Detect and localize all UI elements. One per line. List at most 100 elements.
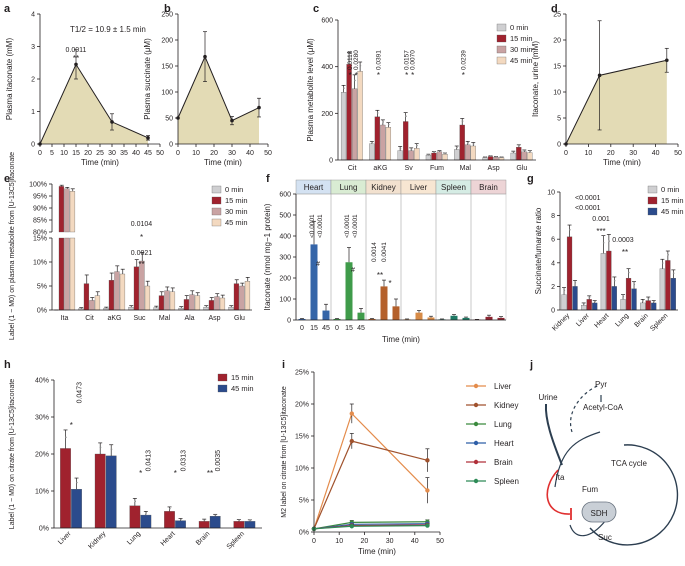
dot bbox=[371, 141, 373, 144]
bar bbox=[425, 155, 432, 161]
bar bbox=[414, 148, 420, 161]
x-tick-label: 20 bbox=[607, 150, 615, 157]
tissue-label: Kidney bbox=[371, 183, 395, 192]
dot bbox=[501, 156, 503, 159]
data-point bbox=[203, 54, 207, 59]
legend-swatch bbox=[211, 196, 222, 205]
bar bbox=[465, 144, 471, 161]
bar bbox=[239, 285, 245, 311]
bar bbox=[427, 317, 435, 320]
significance-stars: ** bbox=[622, 248, 628, 257]
x-tick-label: 30 bbox=[629, 150, 637, 157]
legend-swatch bbox=[647, 196, 658, 205]
significance-stars: * bbox=[462, 71, 465, 80]
y-tick-label: 0% bbox=[37, 308, 47, 315]
schematic-label: Fum bbox=[582, 485, 598, 494]
legend-swatch bbox=[217, 384, 228, 393]
bar bbox=[133, 266, 140, 311]
legend-label: 15 min bbox=[225, 196, 248, 205]
panel-j: j Urine Pyr Acetyl-CoA Ita Fum TCA cycle SDH Suc bbox=[529, 359, 679, 546]
bar bbox=[128, 306, 134, 311]
bar bbox=[640, 302, 646, 311]
legend-swatch bbox=[496, 45, 507, 54]
dot bbox=[238, 519, 240, 522]
bar bbox=[345, 262, 353, 320]
y-tick-label: 150 bbox=[161, 64, 173, 71]
dot bbox=[613, 279, 616, 282]
bar bbox=[592, 302, 598, 311]
dot bbox=[359, 64, 362, 67]
x-tick-label: 15 bbox=[72, 150, 80, 157]
y-tick-label: 15% bbox=[295, 434, 309, 441]
y-tick-label: 80% bbox=[33, 230, 47, 237]
data-point bbox=[349, 524, 354, 529]
p-value: 0.0118 bbox=[347, 50, 354, 70]
x-tick-label: 50 bbox=[156, 150, 164, 157]
dot bbox=[472, 143, 475, 145]
tissue-frame bbox=[435, 193, 472, 321]
bar bbox=[459, 124, 465, 161]
dot bbox=[382, 121, 384, 123]
bar bbox=[198, 521, 210, 529]
dot bbox=[484, 156, 487, 159]
p-value: <0.0001 bbox=[344, 214, 351, 238]
data-point bbox=[425, 488, 430, 493]
dot bbox=[569, 228, 571, 231]
y-axis-label: Label (1 − M0) on citrate from [U-13C5]i… bbox=[9, 379, 16, 529]
p-value: <0.0001 bbox=[575, 205, 601, 212]
data-point bbox=[665, 58, 669, 63]
x-axis-label: Time (min) bbox=[81, 158, 119, 167]
dot bbox=[416, 144, 418, 147]
category-label: Liver bbox=[575, 312, 591, 328]
dot bbox=[410, 148, 413, 150]
bar bbox=[380, 286, 388, 320]
dot bbox=[647, 297, 650, 300]
bar bbox=[436, 151, 443, 161]
x-tick-label: 45 bbox=[322, 325, 330, 332]
legend-label: Lung bbox=[494, 420, 512, 429]
p-value: 0.0014 bbox=[371, 242, 378, 262]
panel-d: d 0 5 10 15 20 25 0 10 20 30 40 50 Time (min) Itaconat… bbox=[531, 3, 682, 167]
data-point bbox=[349, 411, 354, 416]
bar bbox=[169, 291, 176, 311]
dot bbox=[622, 295, 625, 298]
dot bbox=[653, 300, 655, 303]
bar bbox=[645, 300, 651, 311]
panel-letter: g bbox=[527, 173, 534, 185]
x-tick-label: 30 bbox=[228, 150, 236, 157]
arrow-fum-to-cycle bbox=[554, 431, 601, 488]
y-tick-label: 8 bbox=[551, 213, 555, 220]
category-label: Mal bbox=[159, 315, 171, 322]
legend-marker bbox=[473, 440, 479, 446]
p-value: 0.0413 bbox=[146, 450, 153, 472]
bar bbox=[527, 152, 533, 161]
dot bbox=[387, 123, 390, 126]
x-tick-label: 45 bbox=[357, 325, 365, 332]
y-tick-label: 15% bbox=[33, 236, 47, 243]
bar bbox=[58, 237, 65, 311]
x-tick-label: 0 bbox=[176, 150, 180, 157]
dot bbox=[76, 481, 78, 484]
significance-stars: * bbox=[139, 469, 142, 478]
y-axis-label: Label (1 − M0) on plasma metabolite from… bbox=[9, 152, 16, 340]
p-value: 0.0280 bbox=[353, 50, 360, 70]
y-tick-label: 600 bbox=[321, 18, 333, 25]
legend-label: 30 min bbox=[510, 45, 533, 54]
data-point bbox=[74, 62, 78, 67]
bar bbox=[408, 150, 414, 161]
y-tick-label: 4 bbox=[31, 12, 35, 19]
x-tick-label: 40 bbox=[652, 150, 660, 157]
dot bbox=[180, 518, 182, 521]
bar bbox=[450, 315, 458, 320]
x-tick-label: 50 bbox=[674, 150, 682, 157]
dot bbox=[203, 519, 206, 521]
area-fill bbox=[40, 64, 148, 144]
bar bbox=[194, 295, 201, 311]
bar bbox=[572, 286, 578, 311]
category-label: Fum bbox=[430, 165, 444, 172]
bar bbox=[209, 516, 221, 529]
dot bbox=[405, 115, 407, 117]
y-tick-label: 10 bbox=[547, 190, 555, 197]
bar bbox=[129, 505, 141, 529]
